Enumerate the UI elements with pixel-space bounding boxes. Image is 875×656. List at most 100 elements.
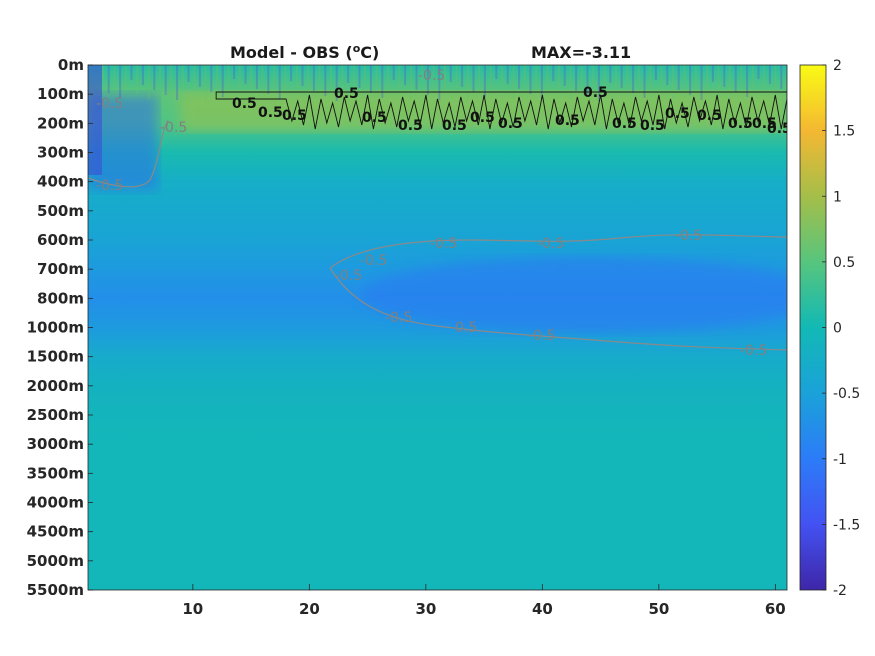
contour-label: -0.5 [537,236,564,252]
y-tick-label: 1000m [27,319,84,337]
surface-stripe [620,65,623,88]
surface-stripe [119,65,122,98]
y-tick-label: 600m [37,231,84,249]
contour-label: 0.5 [665,106,690,122]
surface-stripe [290,65,293,81]
surface-stripe [706,65,709,91]
surface-stripe [221,65,224,97]
surface-stripe [643,65,646,98]
surface-stripe [352,65,355,97]
contour-negative-lower [329,267,787,351]
x-tick-label: 10 [182,600,203,618]
surface-stripe [506,65,509,84]
surface-stripe [187,65,190,82]
surface-stripe [107,65,110,93]
surface-stripe [609,65,612,83]
surface-stripes [102,65,783,101]
surface-stripe [757,65,760,79]
surface-stripe [694,65,697,86]
surface-stripe [369,65,372,93]
surface-stripe [540,65,543,99]
y-tick-label: 0m [58,56,84,74]
contour-labels-negative: -0.5 -0.5 -0.5 -0.5 -0.5 -0.5 -0.5 -0.5 … [96,68,767,359]
surface-stripe [729,65,731,101]
surface-stripe [586,65,589,96]
surface-stripe [364,65,367,79]
colorbar-tick-label: 1 [833,189,842,205]
surface-stripe [159,65,161,81]
contour-label: 0.5 [470,110,495,126]
surface-stripe [358,65,361,88]
contour-label: -0.5 [96,178,123,194]
y-tick-label: 4000m [27,494,84,512]
contour-label: 0.5 [640,118,665,134]
surface-stripe [375,65,378,84]
surface-stripe [432,65,435,86]
surface-stripe [426,65,429,95]
surface-stripe [523,65,526,80]
y-axis-tick-labels: 0m 100m 200m 300m 400m 500m 600m 700m 800m 1000m 1… [27,56,93,599]
contour-label: -0.5 [418,68,445,84]
surface-stripe [409,65,412,99]
surface-stripe [181,65,184,91]
contour-label: 0.5 [282,108,307,124]
y-tick-label: 2000m [27,377,84,395]
contour-label: -0.5 [528,328,555,344]
contour-label: 0.5 [398,118,423,134]
surface-stripe [495,65,498,79]
surface-stripe [580,65,583,82]
contour-label: -0.5 [96,96,123,112]
surface-stripe [136,65,139,94]
surface-stripe [660,65,663,94]
title-superscript: o [353,42,361,55]
surface-stripe [501,65,503,93]
contour-label: 0.5 [697,108,722,124]
surface-stripe [677,65,680,90]
surface-stripe [700,65,703,100]
contour-label: 0.5 [258,105,283,121]
surface-stripe [381,65,384,98]
contour-label: -0.5 [335,268,362,284]
surface-stripe [255,65,258,89]
x-tick-label: 40 [532,600,553,618]
surface-stripe [398,65,401,94]
contour-label: -0.5 [385,310,412,326]
colorbar-tick-label: 0.5 [833,255,855,271]
surface-stripe [483,65,486,97]
y-tick-label: 3500m [27,464,84,482]
surface-stripe [683,65,686,81]
contour-label: 0.5 [583,85,608,101]
surface-stripe [421,65,424,81]
surface-stripe [404,65,407,85]
surface-stripe [267,65,270,94]
surface-stripe [250,65,253,98]
coastal-strip [88,65,102,175]
surface-stripe [626,65,629,79]
surface-stripe [102,65,104,79]
surface-stripe [307,65,310,100]
surface-stripe [347,65,350,83]
surface-stripe [330,65,332,87]
surface-stripe [575,65,578,91]
surface-stripe [558,65,560,95]
surface-stripe [261,65,264,80]
surface-stripe [312,65,315,91]
surface-stripe [335,65,338,101]
surface-stripe [768,65,771,84]
contour-label: 0.5 [767,121,792,137]
surface-stripe [466,65,469,101]
y-tick-label: 1500m [27,348,84,366]
y-tick-label: 800m [37,289,84,307]
surface-stripe [666,65,669,85]
title-left: Model - OBS ( [230,43,353,62]
surface-stripe [649,65,652,89]
surface-stripe [141,65,144,85]
surface-stripe [711,65,714,82]
surface-stripe [164,65,167,95]
contour-label: -0.5 [360,253,387,269]
surface-stripe [438,65,441,100]
surface-stripe [153,65,156,90]
colorbar-tick-label: -0.5 [833,386,860,402]
surface-stripe [546,65,549,90]
